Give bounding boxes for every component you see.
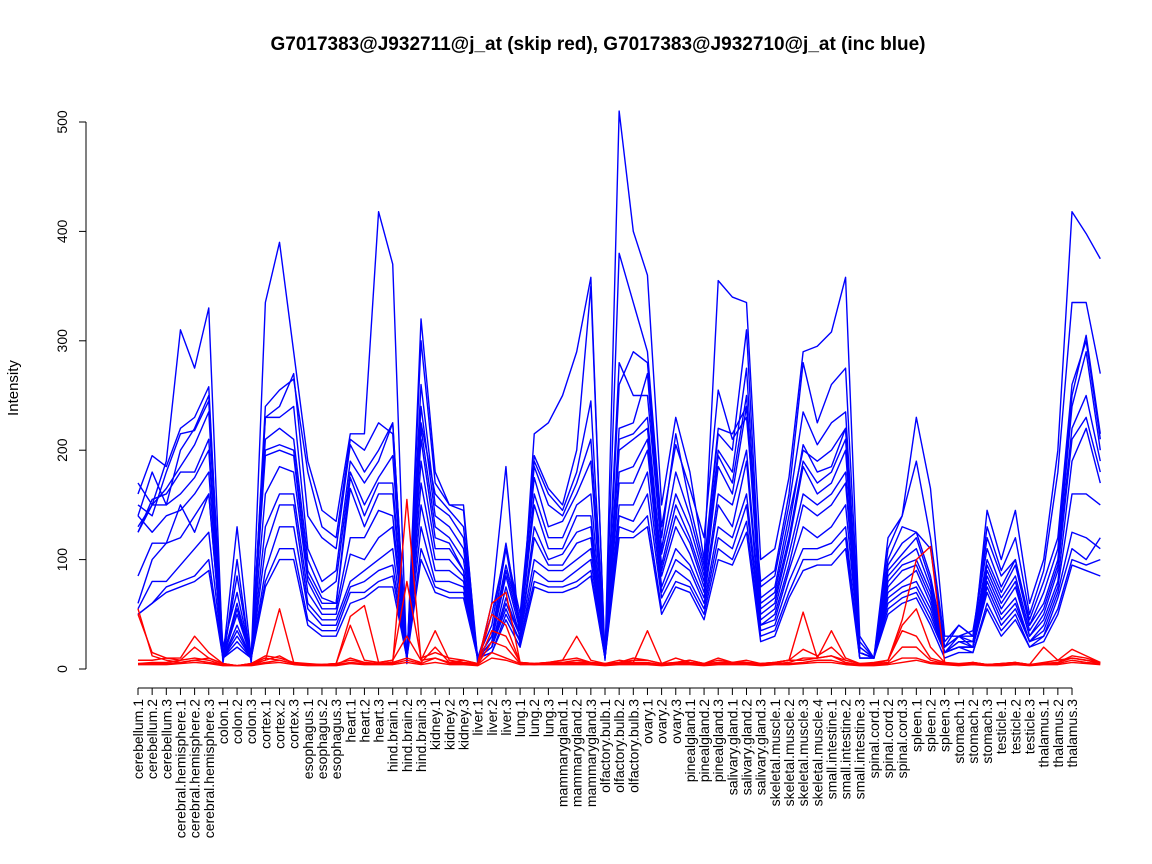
x-tick-label: cortex.1 xyxy=(257,699,273,749)
x-tick-label: skeletal.muscle.1 xyxy=(767,699,783,807)
x-tick-label: thalamus.3 xyxy=(1064,699,1080,768)
y-tick-label: 500 xyxy=(54,110,70,134)
x-tick-label: mammarygland.3 xyxy=(583,699,599,807)
x-tick-label: heart.2 xyxy=(356,699,372,743)
x-tick-label: liver.1 xyxy=(470,699,486,736)
x-tick-label: small.intestine.1 xyxy=(823,699,839,800)
x-tick-label: cerebellum.3 xyxy=(158,699,174,779)
x-tick-label: heart.3 xyxy=(371,699,387,743)
x-tick-label: esophagus.3 xyxy=(328,699,344,779)
x-tick-label: cerebral.hemisphere.1 xyxy=(172,699,188,839)
x-tick-label: mammarygland.2 xyxy=(569,699,585,807)
y-tick-label: 100 xyxy=(54,548,70,572)
series-line-inc xyxy=(137,110,1101,665)
x-tick-label: colon.1 xyxy=(215,699,231,744)
x-axis: cerebellum.1cerebellum.2cerebellum.3cere… xyxy=(130,687,1080,839)
x-tick-label: ovary.2 xyxy=(654,699,670,744)
x-tick-label: kidney.3 xyxy=(455,699,471,750)
x-tick-label: testicle.1 xyxy=(993,699,1009,754)
series-line-inc xyxy=(137,526,1101,659)
x-tick-label: olfactory.bulb.3 xyxy=(625,699,641,793)
x-tick-label: lung.2 xyxy=(526,699,542,737)
x-tick-label: hind.brain.2 xyxy=(399,699,415,772)
series-line-inc xyxy=(137,340,1101,659)
x-tick-label: stomach.1 xyxy=(951,699,967,764)
x-tick-label: kidney.1 xyxy=(427,699,443,750)
x-tick-label: cerebral.hemisphere.3 xyxy=(201,699,217,839)
x-tick-label: pinealgland.1 xyxy=(682,699,698,783)
x-tick-label: cortex.3 xyxy=(286,699,302,749)
x-tick-label: cerebellum.1 xyxy=(130,699,146,779)
x-tick-label: spleen.2 xyxy=(922,699,938,752)
x-tick-label: salivary.gland.3 xyxy=(753,699,769,795)
series-lines xyxy=(137,110,1101,667)
x-tick-label: small.intestine.3 xyxy=(852,699,868,800)
series-line-skip xyxy=(138,657,1101,667)
x-tick-label: esophagus.1 xyxy=(300,699,316,779)
x-tick-label: thalamus.1 xyxy=(1036,699,1052,768)
x-tick-label: ovary.3 xyxy=(668,699,684,744)
x-tick-label: esophagus.2 xyxy=(314,699,330,779)
x-tick-label: cerebral.hemisphere.2 xyxy=(187,699,203,839)
x-tick-label: liver.2 xyxy=(484,699,500,736)
x-tick-label: heart.1 xyxy=(342,699,358,743)
x-tick-label: cortex.2 xyxy=(272,699,288,749)
series-line-inc xyxy=(137,252,1101,665)
x-tick-label: lung.1 xyxy=(512,699,528,737)
series-line-skip xyxy=(137,498,1101,667)
x-tick-label: small.intestine.2 xyxy=(838,699,854,800)
x-tick-label: stomach.3 xyxy=(979,699,995,764)
x-tick-label: testicle.2 xyxy=(1007,699,1023,754)
series-line-inc xyxy=(137,449,1101,659)
x-tick-label: spinal.cord.2 xyxy=(880,699,896,779)
x-tick-label: stomach.2 xyxy=(965,699,981,764)
y-tick-label: 200 xyxy=(54,438,70,462)
x-tick-label: salivary.gland.2 xyxy=(739,699,755,795)
x-tick-label: liver.3 xyxy=(498,699,514,736)
y-axis-label: Intensity xyxy=(5,360,22,416)
x-tick-label: colon.3 xyxy=(243,699,259,744)
y-tick-label: 400 xyxy=(54,220,70,244)
x-tick-label: testicle.3 xyxy=(1022,699,1038,754)
y-tick-label: 0 xyxy=(54,665,70,673)
series-line-inc xyxy=(137,493,1101,659)
x-tick-label: lung.3 xyxy=(540,699,556,737)
chart-title: G7017383@J932711@j_at (skip red), G70173… xyxy=(270,34,925,55)
x-tick-label: pinealgland.3 xyxy=(710,699,726,783)
x-tick-label: cerebellum.2 xyxy=(144,699,160,779)
x-tick-label: olfactory.bulb.2 xyxy=(611,699,627,793)
y-axis: 0 100 200 300 400 500 xyxy=(54,110,87,673)
series-line-inc xyxy=(137,515,1101,659)
x-tick-label: kidney.2 xyxy=(441,699,457,750)
x-tick-label: ovary.1 xyxy=(639,699,655,744)
x-tick-label: pinealgland.2 xyxy=(696,699,712,783)
x-tick-label: skeletal.muscle.2 xyxy=(781,699,797,807)
x-tick-label: spleen.1 xyxy=(908,699,924,752)
x-tick-label: spinal.cord.1 xyxy=(866,699,882,779)
x-tick-label: spinal.cord.3 xyxy=(894,699,910,779)
x-tick-label: colon.2 xyxy=(229,699,245,744)
x-tick-label: spleen.3 xyxy=(937,699,953,752)
series-line-skip xyxy=(138,651,1101,667)
x-tick-label: skeletal.muscle.3 xyxy=(795,699,811,807)
x-tick-label: thalamus.2 xyxy=(1050,699,1066,768)
x-tick-label: olfactory.bulb.1 xyxy=(597,699,613,793)
x-tick-label: hind.brain.1 xyxy=(385,699,401,772)
x-tick-label: hind.brain.3 xyxy=(413,699,429,772)
y-tick-label: 300 xyxy=(54,329,70,353)
x-tick-label: salivary.gland.1 xyxy=(724,699,740,795)
x-tick-label: skeletal.muscle.4 xyxy=(809,699,825,807)
x-tick-label: mammarygland.1 xyxy=(555,699,571,807)
